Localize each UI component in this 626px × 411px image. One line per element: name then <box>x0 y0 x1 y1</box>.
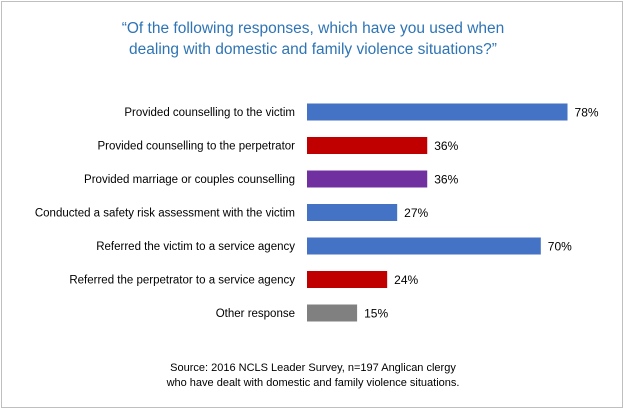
bar <box>307 137 428 154</box>
source-line-1: Source: 2016 NCLS Leader Survey, n=197 A… <box>170 362 456 374</box>
value-label: 24% <box>394 273 418 287</box>
chart-title-line-1: “Of the following responses, which have … <box>121 20 505 37</box>
category-label: Referred the perpetrator to a service ag… <box>69 275 295 287</box>
chart-title: “Of the following responses, which have … <box>2 18 624 60</box>
bar <box>307 237 541 255</box>
value-label: 36% <box>434 173 458 187</box>
value-label: 27% <box>404 206 428 220</box>
category-label: Other response <box>216 308 295 320</box>
bar <box>307 103 568 121</box>
category-label: Referred the victim to a service agency <box>96 241 295 253</box>
category-label: Provided marriage or couples counselling <box>84 174 295 186</box>
value-label: 78% <box>575 106 599 120</box>
bar <box>307 170 428 188</box>
source-line-2: who have dealt with domestic and family … <box>166 377 460 389</box>
category-label: Provided counselling to the perpetrator <box>97 141 295 153</box>
category-label: Conducted a safety risk assessment with … <box>35 208 295 220</box>
bar <box>307 271 388 288</box>
category-label: Provided counselling to the victim <box>124 107 295 119</box>
bar <box>307 204 398 221</box>
value-label: 70% <box>548 240 572 254</box>
chart-title-line-2: dealing with domestic and family violenc… <box>129 41 497 58</box>
value-label: 36% <box>434 139 458 153</box>
bar <box>307 304 358 322</box>
value-label: 15% <box>364 307 388 321</box>
source-note: Source: 2016 NCLS Leader Survey, n=197 A… <box>2 361 624 391</box>
